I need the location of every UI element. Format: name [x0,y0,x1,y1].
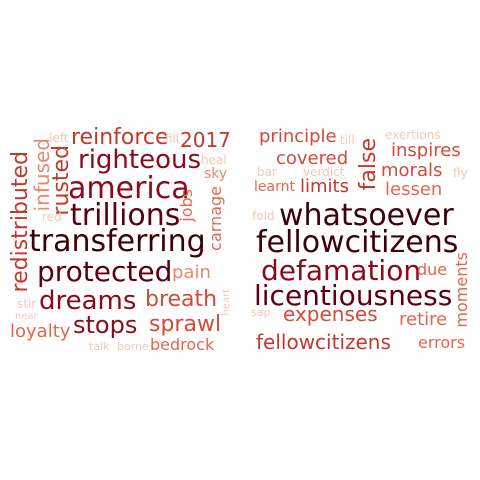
word-2017: 2017 [180,128,231,152]
word-red: red [42,210,62,224]
word-errors: errors [418,333,466,352]
word-verdict: verdict [303,165,345,179]
word-righteous: righteous [78,145,202,175]
word-reinforce: reinforce [71,125,169,150]
word-false: false [356,138,381,191]
word-principle: principle [259,126,337,147]
word-dreams: dreams [39,286,137,316]
word-inspires: inspires [391,140,461,161]
word-talk: talk [89,340,110,353]
word-morals: morals [381,160,443,181]
word-exertions: exertions [385,128,441,142]
word-bar: bar [257,165,277,179]
word-sky: sky [204,166,228,182]
word-trillions: trillions [70,198,181,233]
word-bedrock: bedrock [150,335,215,354]
word-fellowcitizens-small: fellowcitizens [256,330,391,354]
word-expenses: expenses [283,302,378,326]
word-borne: borne [117,340,149,353]
word-stops: stops [73,311,138,339]
word-fold: fold [252,209,275,223]
word-lessen: lessen [385,179,443,200]
word-sap: sap [251,306,271,319]
word-limits: limits [300,176,349,197]
word-stir: stir [17,297,37,311]
word-fellowcitizens: fellowcitizens [256,225,459,260]
word-covered: covered [276,148,349,169]
word-fill: fill [165,132,180,146]
word-till: till [340,133,355,147]
word-sprawl: sprawl [149,312,222,337]
word-learnt: learnt [254,179,295,195]
word-moments: moments [452,252,471,328]
word-breath: breath [145,287,218,312]
word-transferring: transferring [29,224,206,259]
word-due: due [417,260,448,279]
word-defamation: defamation [261,254,422,287]
word-left: left [49,131,69,145]
word-licentiousness: licentiousness [254,279,453,312]
word-loyalty: loyalty [10,321,71,342]
word-heal: heal [201,153,227,167]
word-pain: pain [172,262,211,283]
word-whatsoever: whatsoever [279,198,454,233]
word-retire: retire [399,309,448,330]
word-protected: protected [37,255,173,288]
word-fly: fly [453,166,468,180]
word-america: america [68,171,190,206]
word-near: near [15,311,38,322]
